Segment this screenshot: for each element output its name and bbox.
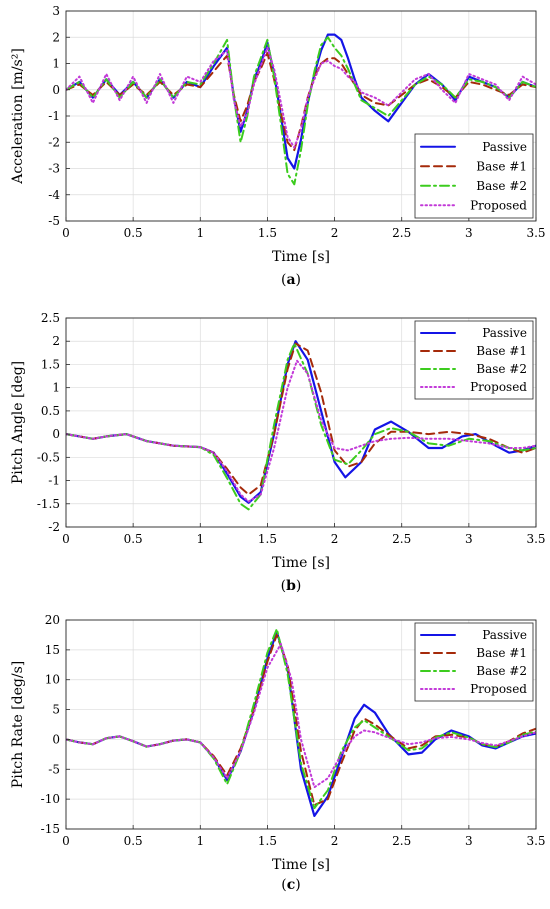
x-tick-label: 3 xyxy=(465,532,473,546)
y-tick-label: 0 xyxy=(52,732,60,746)
legend-label: Proposed xyxy=(470,198,527,212)
y-tick-label: 1 xyxy=(52,381,60,395)
y-tick-label: -10 xyxy=(41,792,60,806)
y-tick-label: 2 xyxy=(52,30,60,44)
legend-box xyxy=(414,133,534,219)
panel-caption: (b) xyxy=(281,578,302,594)
series-line-proposed xyxy=(66,359,536,503)
series-group xyxy=(66,33,536,186)
chart-panel: 0 0.5 1 1.5 2 2.5 3 3.5 -5 -4 -3 -2 -1 0 1 2 3 Time [s] Ac… xyxy=(10,4,546,288)
x-tick-label: 1.5 xyxy=(258,532,277,546)
y-tick-label: -1.5 xyxy=(37,497,60,511)
y-tick-label: -15 xyxy=(41,822,60,836)
legend: Passive Base #1 Base #2 Proposed xyxy=(414,320,534,400)
plot-frame xyxy=(65,619,537,830)
x-tick-label: 2 xyxy=(331,226,339,240)
y-tick-label: 2 xyxy=(52,334,60,348)
y-tick-label: -1 xyxy=(48,474,60,488)
x-tick-label: 3 xyxy=(465,834,473,848)
legend-label: Passive xyxy=(482,628,527,642)
chart-panel: 0 0.5 1 1.5 2 2.5 3 3.5 -15 -10 -5 0 5 10 15 20 Time [s]… xyxy=(10,613,546,893)
x-tick-label: 0.5 xyxy=(124,532,143,546)
y-axis-label: Pitch Angle [deg] xyxy=(10,361,26,484)
y-tick-label: 3 xyxy=(52,4,60,18)
legend-label: Passive xyxy=(482,326,527,340)
legend-label: Base #2 xyxy=(476,362,527,376)
y-tick-label: 0 xyxy=(52,427,60,441)
x-tick-label: 2.5 xyxy=(392,834,411,848)
x-axis-label: Time [s] xyxy=(272,555,330,571)
x-tick-label: 2.5 xyxy=(392,226,411,240)
y-tick-label: -4 xyxy=(48,188,60,202)
x-tick-label: 2.5 xyxy=(392,532,411,546)
panel-caption: (a) xyxy=(281,272,301,288)
x-tick-label: 3.5 xyxy=(526,834,545,848)
panel-caption: (c) xyxy=(281,877,300,893)
x-tick-label: 0 xyxy=(62,532,70,546)
legend: Passive Base #1 Base #2 Proposed xyxy=(414,133,534,219)
legend-label: Base #2 xyxy=(476,179,527,193)
legend: Passive Base #1 Base #2 Proposed xyxy=(414,622,534,702)
legend-label: Base #2 xyxy=(476,664,527,678)
y-tick-label: -5 xyxy=(48,214,60,228)
y-tick-label: -1 xyxy=(48,109,60,123)
y-axis-label: Acceleration [m/s²] xyxy=(10,48,26,185)
y-axis-label: Pitch Rate [deg/s] xyxy=(10,661,26,788)
legend-label: Proposed xyxy=(470,682,527,696)
x-axis-label: Time [s] xyxy=(272,249,330,265)
y-tick-label: 1 xyxy=(52,57,60,71)
x-tick-label: 2 xyxy=(331,834,339,848)
legend-label: Base #1 xyxy=(476,344,527,358)
legend-label: Proposed xyxy=(470,380,527,394)
x-axis-label: Time [s] xyxy=(272,857,330,873)
x-tick-label: 1 xyxy=(196,532,204,546)
y-tick-label: -2 xyxy=(48,135,60,149)
y-tick-label: -5 xyxy=(48,762,60,776)
y-tick-label: 5 xyxy=(52,703,60,717)
x-tick-label: 1 xyxy=(196,834,204,848)
legend-label: Base #1 xyxy=(476,646,527,660)
x-tick-label: 0.5 xyxy=(124,226,143,240)
x-tick-label: 0 xyxy=(62,834,70,848)
y-tick-label: -3 xyxy=(48,162,60,176)
x-tick-label: 3 xyxy=(465,226,473,240)
legend-label: Passive xyxy=(482,140,527,154)
x-tick-label: 0 xyxy=(62,226,70,240)
plot-frame xyxy=(65,317,537,528)
y-tick-label: 20 xyxy=(45,613,60,627)
x-tick-label: 3.5 xyxy=(526,226,545,240)
x-tick-label: 2 xyxy=(331,532,339,546)
legend-label: Base #1 xyxy=(476,159,527,173)
x-tick-label: 1.5 xyxy=(258,834,277,848)
x-tick-label: 1.5 xyxy=(258,226,277,240)
x-tick-label: 1 xyxy=(196,226,204,240)
series-line-proposed xyxy=(66,642,536,789)
y-tick-label: 1.5 xyxy=(41,357,60,371)
y-tick-label: 10 xyxy=(45,673,60,687)
y-tick-label: 0 xyxy=(52,83,60,97)
series-group xyxy=(66,628,536,818)
y-tick-label: 15 xyxy=(45,643,60,657)
x-tick-label: 3.5 xyxy=(526,532,545,546)
y-tick-label: -2 xyxy=(48,520,60,534)
y-tick-label: -0.5 xyxy=(37,450,60,464)
series-group xyxy=(66,340,536,511)
x-tick-label: 0.5 xyxy=(124,834,143,848)
y-tick-label: 2.5 xyxy=(41,311,60,325)
series-line-proposed xyxy=(66,46,536,149)
chart-panel: 0 0.5 1 1.5 2 2.5 3 3.5 -2 -1.5 -1 -0.5 0 0.5 1 1.5 2 2.5… xyxy=(10,311,546,594)
y-tick-label: 0.5 xyxy=(41,404,60,418)
